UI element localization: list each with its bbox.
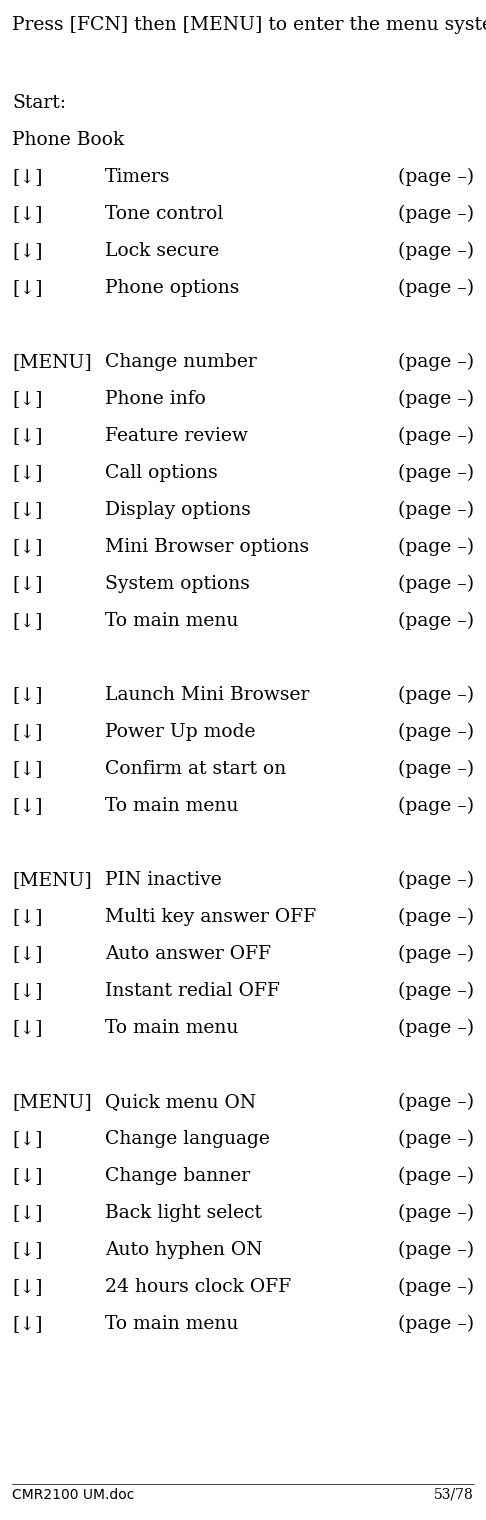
Text: [↓]: [↓] [12,205,42,223]
Text: [MENU]: [MENU] [12,871,92,889]
Text: Back light select: Back light select [105,1204,262,1222]
Text: [↓]: [↓] [12,686,42,704]
Text: [↓]: [↓] [12,1129,42,1148]
Text: To main menu: To main menu [105,1315,238,1333]
Text: (page –): (page –) [398,242,474,260]
Text: 24 hours clock OFF: 24 hours clock OFF [105,1278,291,1295]
Text: Change number: Change number [105,353,257,371]
Text: (page –): (page –) [398,464,474,482]
Text: [↓]: [↓] [12,500,42,518]
Text: [↓]: [↓] [12,1018,42,1037]
Text: Lock secure: Lock secure [105,242,219,260]
Text: [↓]: [↓] [12,242,42,260]
Text: [↓]: [↓] [12,982,42,1000]
Text: Phone options: Phone options [105,278,240,296]
Text: Tone control: Tone control [105,205,223,223]
Text: [↓]: [↓] [12,760,42,778]
Text: Auto hyphen ON: Auto hyphen ON [105,1240,262,1259]
Text: Launch Mini Browser: Launch Mini Browser [105,686,310,704]
Text: [↓]: [↓] [12,611,42,629]
Text: (page –): (page –) [398,982,474,1000]
Text: To main menu: To main menu [105,611,238,629]
Text: PIN inactive: PIN inactive [105,871,222,889]
Text: Timers: Timers [105,167,171,185]
Text: (page –): (page –) [398,1167,474,1186]
Text: Phone info: Phone info [105,389,206,407]
Text: Start:: Start: [12,94,66,111]
Text: (page –): (page –) [398,1278,474,1297]
Text: (page –): (page –) [398,500,474,518]
Text: (page –): (page –) [398,722,474,740]
Text: [↓]: [↓] [12,907,42,926]
Text: (page –): (page –) [398,427,474,445]
Text: (page –): (page –) [398,686,474,704]
Text: [↓]: [↓] [12,575,42,593]
Text: [↓]: [↓] [12,278,42,296]
Text: (page –): (page –) [398,575,474,593]
Text: (page –): (page –) [398,353,474,371]
Text: [↓]: [↓] [12,722,42,740]
Text: Auto answer OFF: Auto answer OFF [105,945,271,962]
Text: Instant redial OFF: Instant redial OFF [105,982,280,1000]
Text: Feature review: Feature review [105,427,248,445]
Text: (page –): (page –) [398,1018,474,1037]
Text: (page –): (page –) [398,907,474,926]
Text: (page –): (page –) [398,945,474,964]
Text: (page –): (page –) [398,760,474,778]
Text: [↓]: [↓] [12,1278,42,1295]
Text: (page –): (page –) [398,1129,474,1148]
Text: [↓]: [↓] [12,389,42,407]
Text: 53/78: 53/78 [434,1488,474,1502]
Text: (page –): (page –) [398,1093,474,1111]
Text: CMR2100 UM.doc: CMR2100 UM.doc [12,1488,134,1502]
Text: Power Up mode: Power Up mode [105,722,256,740]
Text: Mini Browser options: Mini Browser options [105,538,309,556]
Text: (page –): (page –) [398,205,474,223]
Text: (page –): (page –) [398,278,474,296]
Text: [↓]: [↓] [12,1167,42,1184]
Text: Display options: Display options [105,500,251,518]
Text: [↓]: [↓] [12,167,42,185]
Text: Confirm at start on: Confirm at start on [105,760,286,778]
Text: (page –): (page –) [398,1240,474,1259]
Text: Call options: Call options [105,464,218,482]
Text: [↓]: [↓] [12,464,42,482]
Text: (page –): (page –) [398,389,474,407]
Text: To main menu: To main menu [105,1018,238,1037]
Text: [MENU]: [MENU] [12,353,92,371]
Text: [↓]: [↓] [12,427,42,445]
Text: Change banner: Change banner [105,1167,250,1184]
Text: (page –): (page –) [398,611,474,629]
Text: (page –): (page –) [398,796,474,815]
Text: [↓]: [↓] [12,538,42,556]
Text: (page –): (page –) [398,1204,474,1222]
Text: [↓]: [↓] [12,1240,42,1259]
Text: [↓]: [↓] [12,796,42,815]
Text: [↓]: [↓] [12,945,42,962]
Text: [↓]: [↓] [12,1204,42,1222]
Text: [↓]: [↓] [12,1315,42,1333]
Text: Quick menu ON: Quick menu ON [105,1093,256,1111]
Text: [MENU]: [MENU] [12,1093,92,1111]
Text: (page –): (page –) [398,538,474,556]
Text: Change language: Change language [105,1129,270,1148]
Text: Phone Book: Phone Book [12,131,124,149]
Text: To main menu: To main menu [105,796,238,815]
Text: Press [FCN] then [MENU] to enter the menu system.: Press [FCN] then [MENU] to enter the men… [12,17,486,33]
Text: (page –): (page –) [398,1315,474,1333]
Text: (page –): (page –) [398,167,474,185]
Text: Multi key answer OFF: Multi key answer OFF [105,907,316,926]
Text: System options: System options [105,575,250,593]
Text: (page –): (page –) [398,871,474,889]
